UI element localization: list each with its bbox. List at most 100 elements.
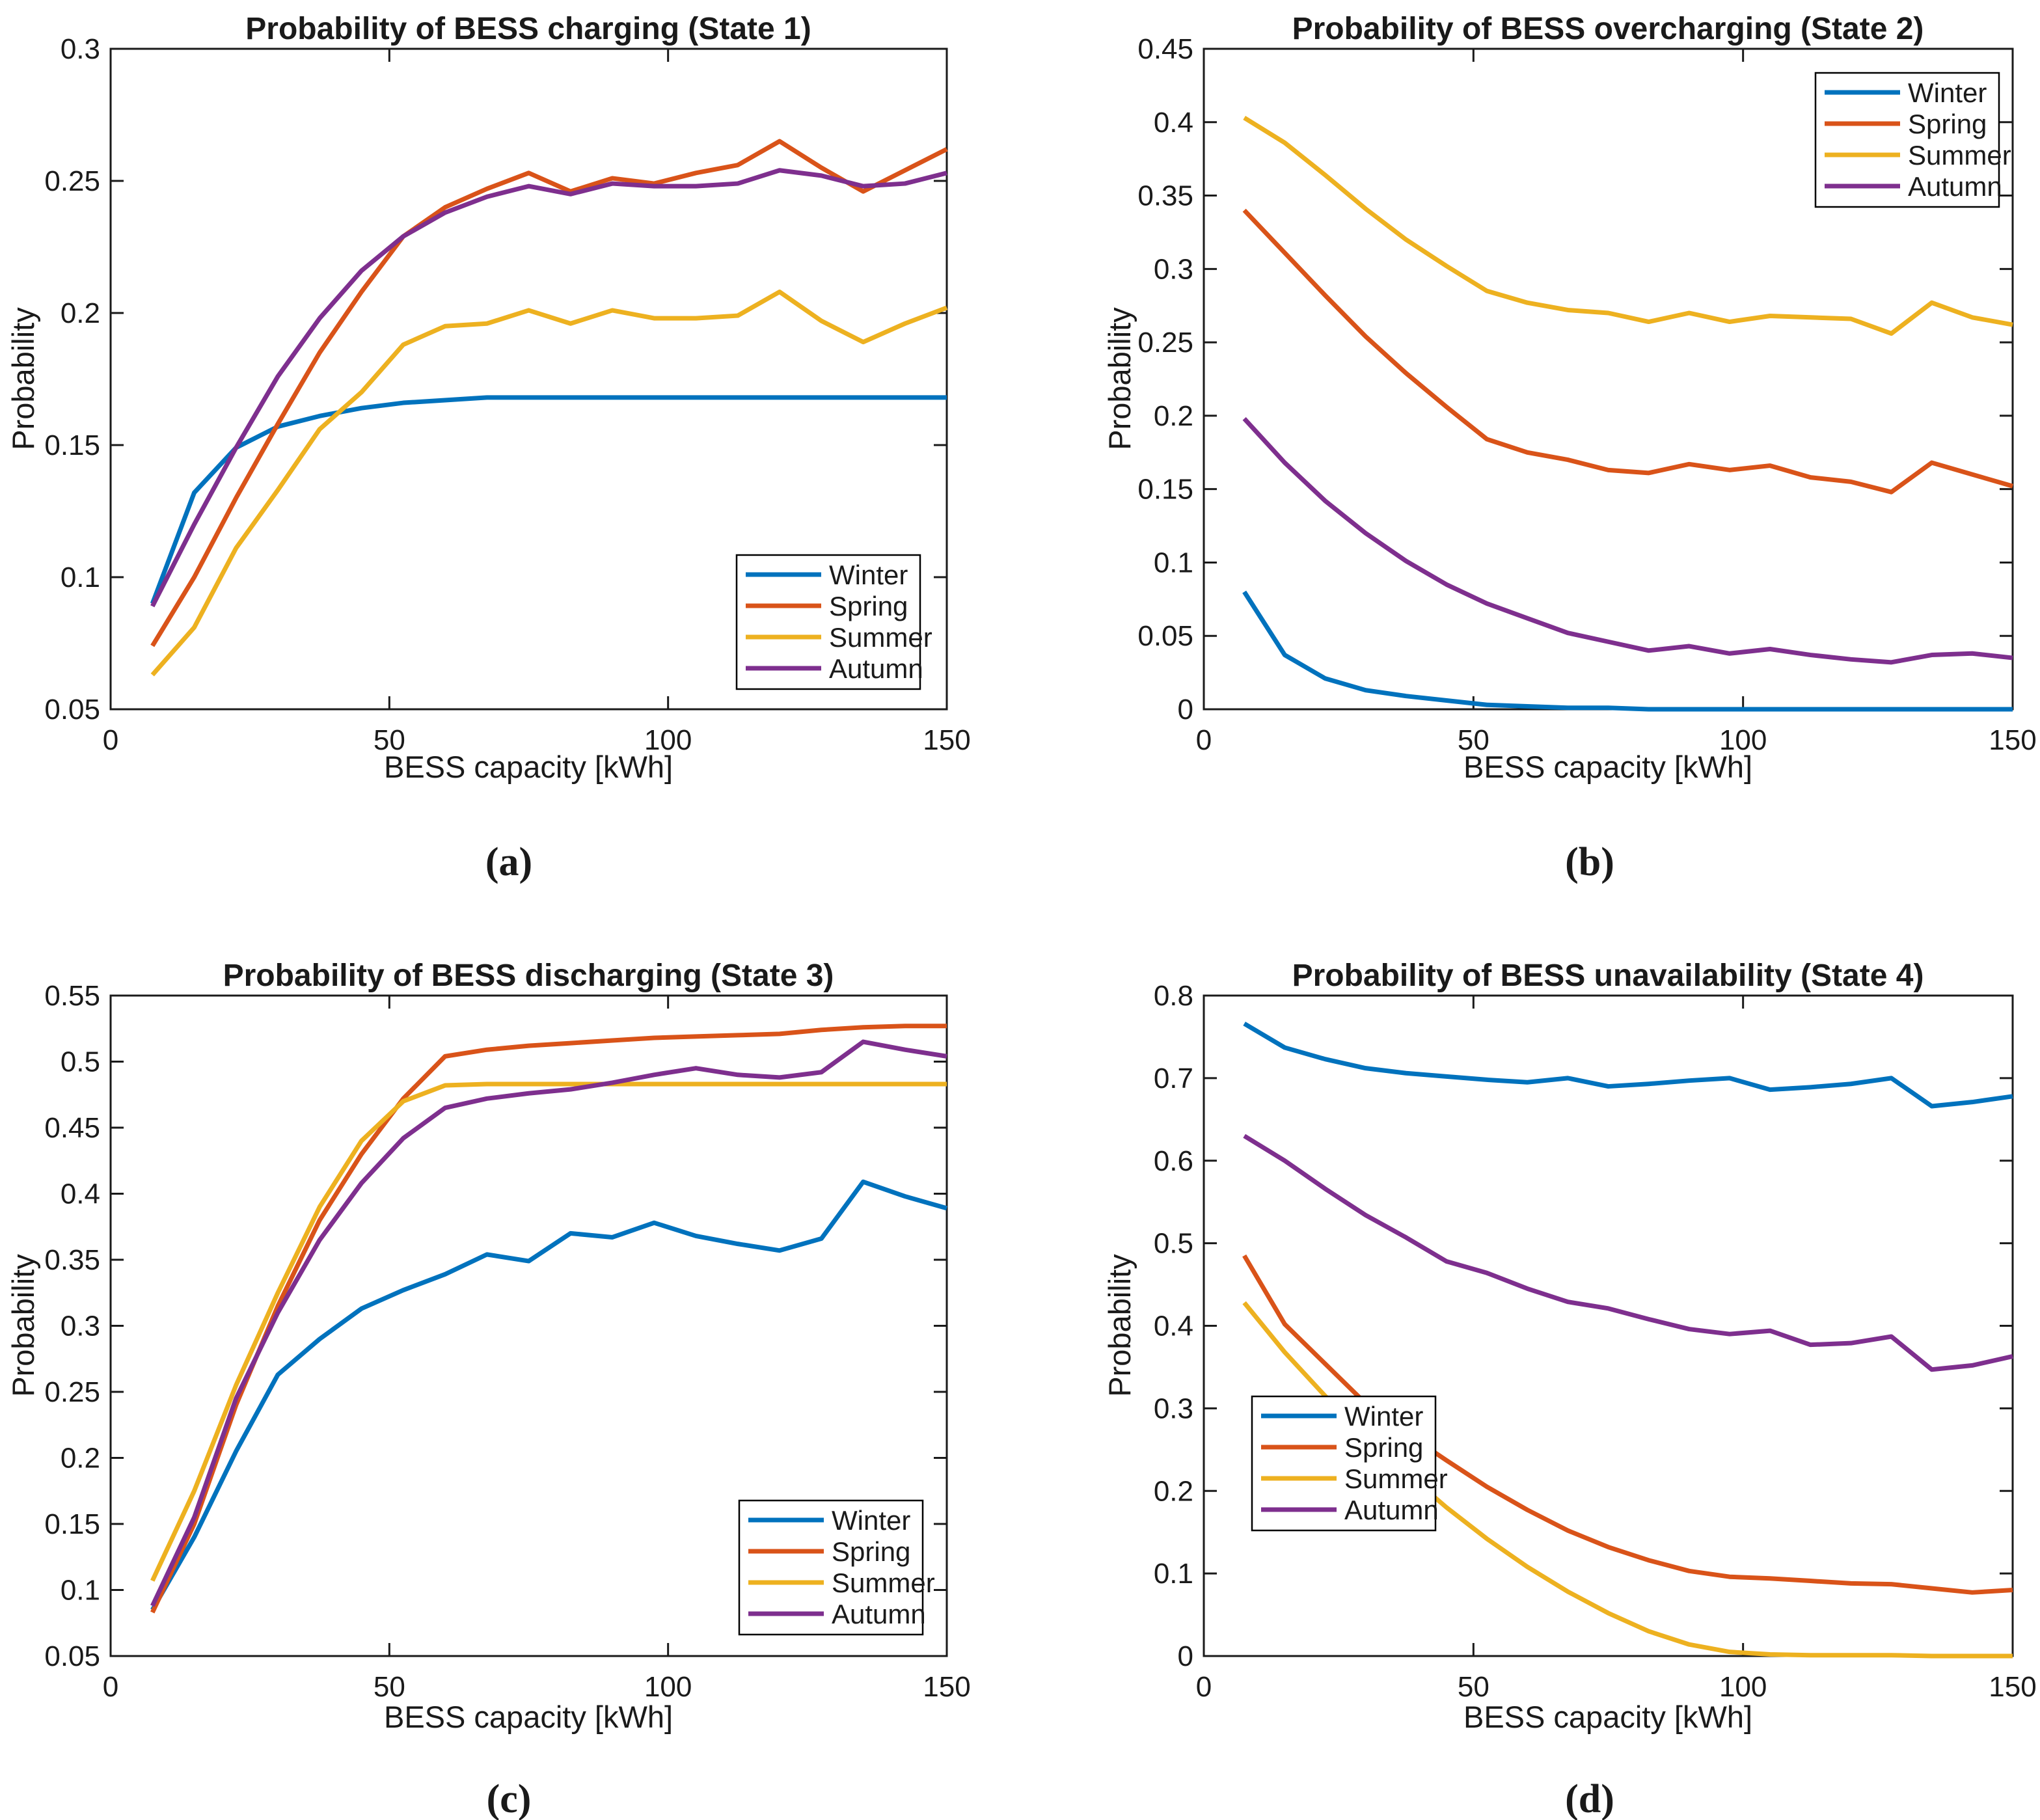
- y-tick-label: 0.25: [44, 1376, 100, 1408]
- x-tick-label: 0: [103, 1671, 118, 1703]
- y-tick-label: 0: [1178, 694, 1193, 726]
- y-tick-label: 0.2: [1154, 1475, 1193, 1507]
- y-axis-label: Probability: [6, 1254, 40, 1397]
- legend-label-summer: Summer: [832, 1568, 935, 1598]
- y-tick-label: 0.2: [1154, 400, 1193, 432]
- plot-area: 0 50 100 150 0 0.1 0.2 0.3 0.4 0.5 0.6 0.7 0.8 Winter…: [1154, 980, 2037, 1703]
- axes-box: [109, 48, 948, 711]
- series-line-autumn: [1243, 1134, 2013, 1372]
- y-axis-label: Probability: [1102, 307, 1137, 450]
- subplot-caption: (c): [487, 1777, 532, 1820]
- series-line-winter: [1242, 590, 2013, 712]
- axes-box: [1203, 994, 2014, 1657]
- series-line-winter: [150, 1179, 947, 1611]
- chart-title: Probability of BESS unavailability (Stat…: [1292, 958, 1924, 993]
- y-tick-label: 0.3: [1154, 1392, 1193, 1424]
- y-tick-label: 0.15: [1137, 474, 1193, 506]
- y-tick-label: 0.15: [44, 1508, 100, 1540]
- x-tick-label: 50: [1458, 724, 1489, 756]
- legend-label-summer: Summer: [829, 622, 932, 653]
- panel-d: Probability of BESS unavailability (Stat…: [1102, 958, 2037, 1820]
- y-tick-label: 0.35: [44, 1244, 100, 1276]
- y-tick-label: 0.3: [61, 1311, 100, 1342]
- y-tick-label: 0.05: [44, 1640, 100, 1672]
- subplot-caption: (a): [485, 840, 532, 884]
- x-tick-label: 0: [103, 724, 118, 756]
- legend-label-winter: Winter: [832, 1505, 910, 1536]
- x-axis-label: BESS capacity [kWh]: [384, 750, 673, 784]
- plot-area: 0 50 100 150 0.05 0.1 0.15 0.2 0.25 0.3 0.35 0.4 0.4…: [44, 980, 970, 1703]
- y-tick-label: 0.55: [44, 980, 100, 1012]
- series-line-summer: [150, 1081, 947, 1582]
- x-axis-label: BESS capacity [kWh]: [1463, 750, 1752, 784]
- subplot-caption: (b): [1565, 840, 1614, 884]
- chart-title: Probability of BESS discharging (State 3…: [223, 958, 834, 993]
- series-line-autumn: [1242, 417, 2013, 665]
- series-line-spring: [150, 1024, 947, 1614]
- y-tick-label: 0.2: [61, 1443, 100, 1474]
- y-tick-label: 0.6: [1154, 1145, 1193, 1177]
- legend-label-spring: Spring: [1344, 1432, 1423, 1463]
- subplot-caption: (d): [1565, 1777, 1614, 1820]
- legend-label-autumn: Autumn: [829, 653, 923, 684]
- plot-area: 0 50 100 150 0.05 0.1 0.15 0.2 0.25 0.3 WinterSpri…: [44, 33, 970, 756]
- y-tick-label: 0.35: [1137, 180, 1193, 212]
- series-line-spring: [150, 139, 948, 647]
- series-line-summer: [1243, 116, 2013, 336]
- y-tick-label: 0.3: [1154, 253, 1193, 285]
- y-tick-label: 0.4: [1154, 1311, 1193, 1342]
- y-tick-label: 0.1: [1154, 1558, 1193, 1590]
- y-tick-label: 0.25: [1137, 327, 1193, 359]
- y-tick-label: 0.05: [1137, 620, 1193, 652]
- y-tick-label: 0.4: [61, 1178, 100, 1210]
- x-tick-label: 50: [374, 1671, 405, 1703]
- y-tick-label: 0.3: [61, 33, 100, 65]
- x-tick-label: 150: [1989, 1671, 2036, 1703]
- x-tick-label: 150: [923, 1671, 970, 1703]
- x-tick-label: 50: [374, 724, 405, 756]
- y-tick-label: 0.5: [1154, 1228, 1193, 1260]
- x-axis-label: BESS capacity [kWh]: [384, 1700, 673, 1734]
- series-line-spring: [1242, 208, 2013, 495]
- y-tick-label: 0.2: [61, 297, 100, 329]
- legend-label-spring: Spring: [832, 1536, 910, 1567]
- y-tick-label: 0.5: [61, 1046, 100, 1078]
- panel-b: Probability of BESS overcharging (State …: [1102, 12, 2037, 884]
- legend-label-autumn: Autumn: [1908, 171, 2002, 202]
- legend-label-autumn: Autumn: [832, 1599, 926, 1629]
- legend-label-spring: Spring: [829, 591, 908, 621]
- y-tick-label: 0: [1178, 1640, 1193, 1672]
- x-tick-label: 150: [1989, 724, 2036, 756]
- y-tick-label: 0.1: [61, 1575, 100, 1607]
- legend-label-winter: Winter: [1344, 1401, 1423, 1432]
- x-tick-label: 100: [644, 1671, 692, 1703]
- chart-title: Probability of BESS charging (State 1): [245, 12, 811, 46]
- legend-label-winter: Winter: [1908, 77, 1987, 108]
- y-tick-label: 0.05: [44, 694, 100, 726]
- x-tick-label: 100: [1719, 1671, 1767, 1703]
- series-line-summer: [150, 290, 948, 677]
- chart-title: Probability of BESS overcharging (State …: [1292, 12, 1924, 46]
- series-line-autumn: [150, 168, 947, 608]
- plot-area: 0 50 100 150 0 0.05 0.1 0.15 0.2 0.25 0.3 0.35 0.4 0.…: [1137, 33, 2036, 756]
- x-tick-label: 50: [1458, 1671, 1489, 1703]
- legend-label-summer: Summer: [1344, 1463, 1448, 1494]
- y-tick-label: 0.1: [61, 562, 100, 593]
- y-tick-label: 0.4: [1154, 107, 1193, 139]
- x-tick-label: 100: [1719, 724, 1767, 756]
- y-axis-label: Probability: [6, 307, 40, 450]
- x-tick-label: 100: [644, 724, 692, 756]
- series-line-winter: [1243, 1022, 2013, 1109]
- y-tick-label: 0.7: [1154, 1063, 1193, 1094]
- y-tick-label: 0.8: [1154, 980, 1193, 1012]
- y-tick-label: 0.45: [44, 1112, 100, 1144]
- series-line-autumn: [150, 1039, 947, 1607]
- legend-label-summer: Summer: [1908, 140, 2011, 170]
- y-tick-label: 0.25: [44, 165, 100, 197]
- y-tick-label: 0.1: [1154, 547, 1193, 578]
- x-tick-label: 0: [1196, 724, 1212, 756]
- y-tick-label: 0.15: [44, 429, 100, 461]
- x-tick-label: 150: [923, 724, 970, 756]
- series-line-winter: [150, 395, 947, 604]
